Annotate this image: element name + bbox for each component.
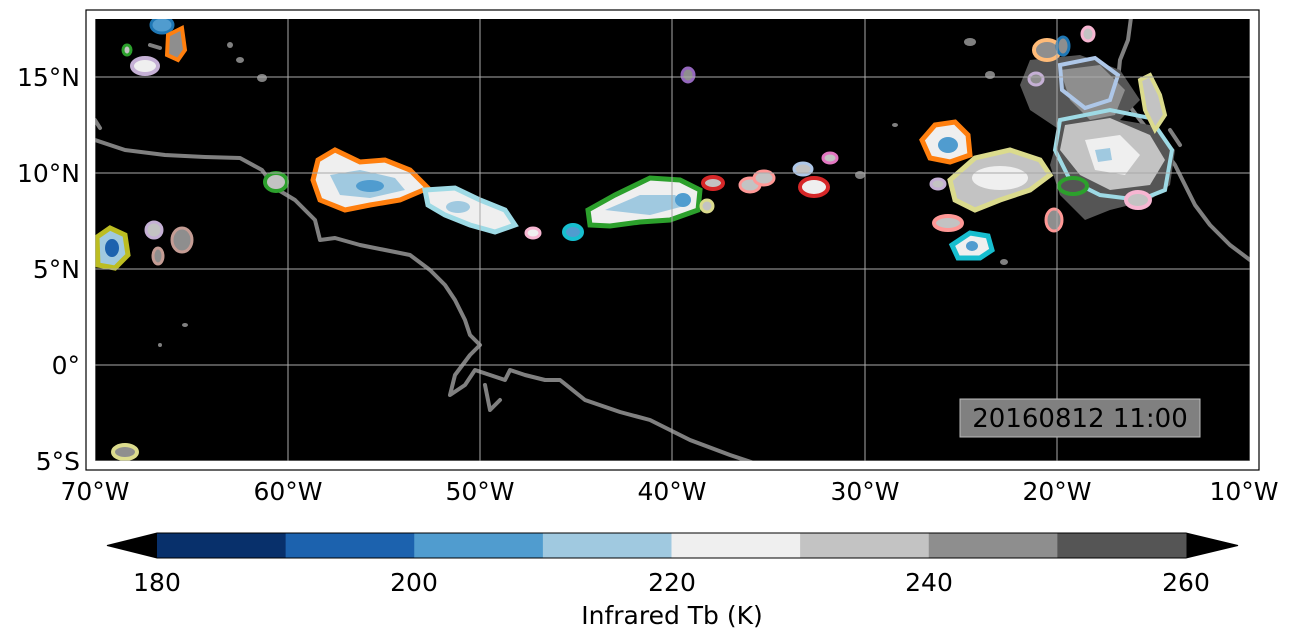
lon-tick-label: 70°W <box>60 477 129 506</box>
colorbar-tick-label: 260 <box>1162 568 1210 597</box>
lat-tick-label: 10°N <box>17 159 80 188</box>
colorbar-bin <box>800 533 930 558</box>
lon-tick-label: 60°W <box>253 477 322 506</box>
cloud-masses-east <box>1020 55 1175 220</box>
timestamp: 20160812 11:00 <box>972 404 1188 434</box>
colorbar <box>106 532 1239 559</box>
colorbar-extend-max <box>1186 533 1238 558</box>
timestamp-box <box>959 398 1201 438</box>
lon-axis: 70°W 60°W 50°W 40°W 30°W 20°W 10°W <box>60 477 1278 506</box>
colorbar-tick-label: 240 <box>905 568 953 597</box>
colorbar-tick-label: 180 <box>133 568 181 597</box>
colorbar-ticks: 180 200 220 240 260 <box>133 568 1210 597</box>
lon-tick-label: 40°W <box>637 477 706 506</box>
colorbar-label: Infrared Tb (K) <box>581 601 763 630</box>
gridlines <box>95 19 1250 461</box>
colorbar-bin <box>928 533 1058 558</box>
colorbar-bin <box>157 533 287 558</box>
lat-tick-label: 0° <box>52 351 80 380</box>
lat-tick-label: 5°N <box>33 255 80 284</box>
colorbar-tick-label: 200 <box>390 568 438 597</box>
cloud-clusters <box>95 19 1152 461</box>
islands <box>158 38 1008 347</box>
lon-tick-label: 30°W <box>830 477 899 506</box>
colorbar-bin <box>414 533 544 558</box>
lon-tick-label: 50°W <box>445 477 514 506</box>
map-layer <box>95 19 1250 461</box>
lat-tick-label: 5°S <box>36 447 80 476</box>
lon-tick-label: 20°W <box>1022 477 1091 506</box>
colorbar-outline <box>106 532 1239 559</box>
colorbar-bin <box>1057 533 1187 558</box>
colorbar-tick-label: 220 <box>648 568 696 597</box>
colorbar-extend-min <box>107 533 157 558</box>
lat-tick-label: 15°N <box>17 63 80 92</box>
lat-axis: 15°N 10°N 5°N 0° 5°S <box>17 63 80 476</box>
lon-tick-label: 10°W <box>1209 477 1278 506</box>
colorbar-bin <box>542 533 672 558</box>
colorbar-bin <box>671 533 801 558</box>
colorbar-bin <box>285 533 415 558</box>
